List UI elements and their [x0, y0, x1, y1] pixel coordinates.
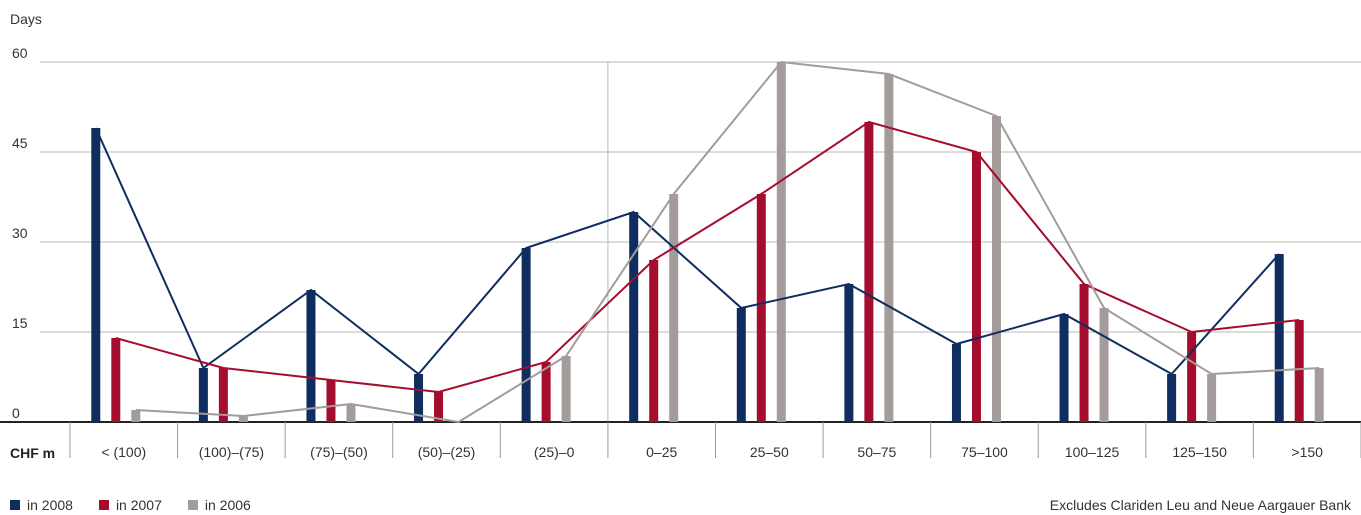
legend-label-2008: in 2008: [27, 497, 73, 513]
y-tick-label: 30: [12, 225, 28, 241]
bar-in-2006: [238, 416, 248, 422]
legend-label-2006: in 2006: [204, 497, 251, 513]
bar-in-2008: [1059, 314, 1069, 422]
bar-in-2007: [1187, 332, 1197, 422]
x-axis-label: CHF m: [10, 445, 55, 461]
y-tick-label: 45: [12, 135, 28, 151]
x-tick-label: 0–25: [646, 444, 677, 460]
legend: in 2008 in 2007 in 2006: [10, 497, 251, 513]
bar-in-2008: [198, 368, 208, 422]
bar-in-2008: [1167, 374, 1177, 422]
legend-item-2006: in 2006: [187, 497, 251, 513]
bar-in-2008: [521, 248, 531, 422]
bar-in-2007: [1294, 320, 1304, 422]
bar-in-2007: [971, 152, 981, 422]
x-tick-label: 50–75: [857, 444, 896, 460]
bar-in-2008: [414, 374, 424, 422]
chart-footnote: Excludes Clariden Leu and Neue Aargauer …: [1049, 497, 1351, 513]
bar-in-2006: [991, 116, 1001, 422]
bar-in-2008: [1274, 254, 1284, 422]
x-tick-label: (50)–(25): [418, 444, 476, 460]
bar-in-2007: [541, 362, 551, 422]
x-tick-label: 125–150: [1172, 444, 1227, 460]
bar-in-2008: [91, 128, 101, 422]
bar-in-2007: [111, 338, 121, 422]
bar-in-2008: [951, 344, 961, 422]
x-tick-label: 100–125: [1065, 444, 1120, 460]
bar-in-2006: [346, 404, 356, 422]
y-tick-label: 60: [12, 45, 28, 61]
bar-in-2007: [756, 194, 766, 422]
bar-in-2008: [629, 212, 639, 422]
line-in-2008: [94, 127, 1280, 376]
bar-in-2007: [326, 380, 336, 422]
bar-in-2006: [131, 410, 141, 422]
bar-in-2006: [884, 74, 894, 422]
bar-in-2006: [1314, 368, 1324, 422]
bar-in-2007: [864, 122, 874, 422]
x-tick-label: (100)–(75): [199, 444, 264, 460]
bar-in-2007: [649, 260, 659, 422]
x-tick-label: < (100): [101, 444, 146, 460]
bar-in-2008: [844, 284, 854, 422]
bar-in-2006: [669, 194, 679, 422]
line-in-2006: [135, 60, 1320, 424]
bar-in-2006: [776, 62, 786, 422]
bar-in-2007: [434, 392, 444, 422]
y-tick-label: 15: [12, 315, 28, 331]
bar-in-2006: [561, 356, 571, 422]
legend-swatch-2006: [187, 500, 198, 510]
legend-swatch-2007: [98, 500, 109, 510]
x-tick-label: 75–100: [961, 444, 1008, 460]
bar-in-2008: [306, 290, 316, 422]
legend-item-2008: in 2008: [10, 497, 73, 513]
legend-label-2007: in 2007: [115, 497, 162, 513]
bar-in-2007: [218, 368, 228, 422]
x-tick-label: 25–50: [750, 444, 789, 460]
bar-in-2006: [1207, 374, 1217, 422]
bar-in-2006: [1099, 308, 1109, 422]
legend-item-2007: in 2007: [98, 497, 162, 513]
y-axis-label: Days: [10, 11, 42, 27]
x-tick-label: (25)–0: [534, 444, 575, 460]
legend-swatch-2008: [10, 500, 20, 510]
y-tick-label: 0: [12, 405, 20, 421]
chart: Days CHF m 0 15 30 45 60 < (100) (100)–(75) (7…: [0, 11, 1361, 461]
x-tick-label: (75)–(50): [310, 444, 368, 460]
bar-in-2008: [736, 308, 746, 422]
line-in-2007: [115, 120, 1300, 394]
x-tick-label: >150: [1291, 444, 1323, 460]
bar-in-2007: [1079, 284, 1089, 422]
